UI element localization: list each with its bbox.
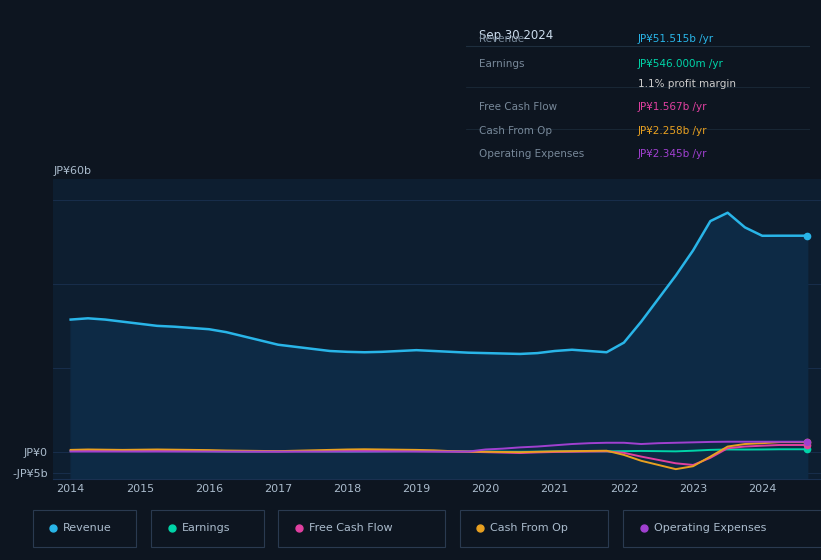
Text: JP¥1.567b /yr: JP¥1.567b /yr (638, 102, 708, 113)
Text: 1.1% profit margin: 1.1% profit margin (638, 79, 736, 89)
Text: JP¥2.345b /yr: JP¥2.345b /yr (638, 149, 708, 159)
FancyBboxPatch shape (278, 510, 445, 547)
FancyBboxPatch shape (623, 510, 821, 547)
Text: Cash From Op: Cash From Op (479, 125, 553, 136)
Text: Free Cash Flow: Free Cash Flow (479, 102, 557, 113)
FancyBboxPatch shape (460, 510, 608, 547)
Text: JP¥546.000m /yr: JP¥546.000m /yr (638, 59, 724, 69)
Text: Earnings: Earnings (181, 523, 230, 533)
Text: JP¥51.515b /yr: JP¥51.515b /yr (638, 34, 714, 44)
Text: Free Cash Flow: Free Cash Flow (309, 523, 392, 533)
Text: Cash From Op: Cash From Op (490, 523, 568, 533)
Text: Earnings: Earnings (479, 59, 525, 69)
Text: Revenue: Revenue (63, 523, 112, 533)
Text: Operating Expenses: Operating Expenses (479, 149, 585, 159)
Text: Operating Expenses: Operating Expenses (654, 523, 766, 533)
Text: Revenue: Revenue (479, 34, 525, 44)
Text: JP¥60b: JP¥60b (53, 166, 91, 176)
Text: Sep 30 2024: Sep 30 2024 (479, 29, 553, 42)
FancyBboxPatch shape (33, 510, 136, 547)
Text: JP¥2.258b /yr: JP¥2.258b /yr (638, 125, 708, 136)
FancyBboxPatch shape (151, 510, 264, 547)
